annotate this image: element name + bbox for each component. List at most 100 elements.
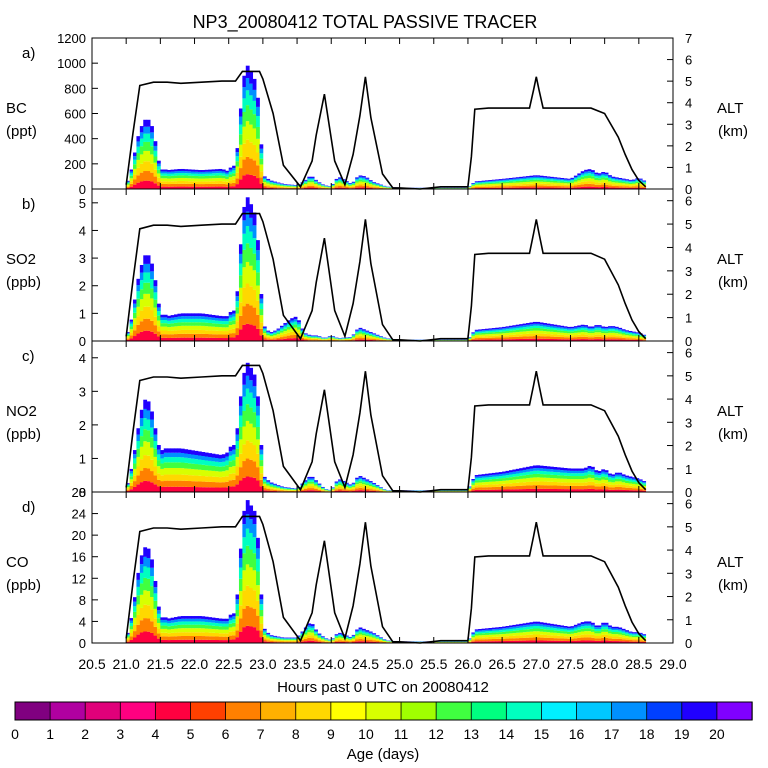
tracer-bar-segment	[266, 637, 271, 639]
tracer-bar-segment	[221, 321, 226, 325]
tracer-bar-segment	[221, 636, 226, 641]
y-tick-label: 600	[64, 107, 86, 122]
tracer-bar-segment	[297, 490, 301, 492]
tracer-bar-segment	[594, 339, 599, 341]
alt-tick-label: 7	[685, 31, 692, 46]
tracer-bar-segment	[334, 186, 339, 188]
tracer-bar-segment	[303, 333, 308, 335]
tracer-bar-segment	[481, 329, 486, 331]
tracer-bar-segment	[570, 329, 575, 332]
tracer-bar-segment	[314, 186, 318, 188]
tracer-bar-segment	[201, 170, 206, 172]
tracer-bar-segment	[485, 329, 489, 332]
tracer-bar-segment	[245, 420, 250, 441]
tracer-bar-segment	[567, 485, 571, 490]
tracer-bar-segment	[488, 489, 493, 492]
tracer-bar-segment	[314, 484, 318, 486]
tracer-bar-segment	[553, 475, 558, 479]
tracer-bar-segment	[266, 482, 271, 485]
tracer-bar-segment	[590, 622, 595, 625]
tracer-bar-segment	[625, 331, 629, 333]
tracer-bar-segment	[368, 336, 373, 338]
tracer-bar-segment	[139, 132, 144, 139]
tracer-bar-segment	[252, 627, 257, 643]
tracer-bar-segment	[160, 178, 165, 182]
tracer-bar-segment	[601, 479, 606, 483]
tracer-bar-segment	[259, 454, 264, 461]
tracer-bar-segment	[290, 187, 295, 189]
tracer-bar-segment	[560, 489, 565, 492]
tracer-bar-segment	[129, 476, 134, 480]
tracer-bar-segment	[625, 187, 629, 189]
tracer-bar-segment	[611, 335, 616, 338]
tracer-bar-segment	[245, 78, 250, 91]
tracer-bar-segment	[625, 181, 629, 183]
tracer-bar-segment	[256, 300, 260, 315]
tracer-bar-segment	[136, 434, 141, 441]
tracer-bar-segment	[580, 470, 585, 474]
tracer-bar-segment	[618, 180, 623, 182]
tracer-bar-segment	[532, 183, 537, 186]
tracer-bar-segment	[215, 173, 219, 176]
tracer-bar-segment	[560, 325, 565, 328]
tracer-bar-segment	[618, 329, 623, 331]
tracer-bar-segment	[259, 303, 264, 310]
tracer-bar-segment	[529, 183, 534, 186]
tracer-bar-segment	[478, 478, 483, 481]
tracer-bar-segment	[573, 337, 578, 340]
tracer-bar-segment	[597, 332, 602, 335]
tracer-bar-segment	[546, 329, 551, 332]
tracer-bar-segment	[498, 331, 503, 334]
tracer-bar-segment	[259, 153, 264, 159]
tracer-bar-segment	[563, 489, 568, 492]
tracer-bar-segment	[505, 638, 510, 641]
tracer-bar-segment	[536, 333, 541, 337]
tracer-bar-segment	[139, 426, 144, 437]
tracer-bar-segment	[355, 179, 359, 182]
tracer-bar-segment	[628, 338, 633, 340]
tracer-bar-segment	[502, 186, 506, 188]
tracer-bar-segment	[139, 280, 144, 290]
tracer-bar-segment	[279, 184, 284, 186]
tracer-bar-segment	[153, 587, 158, 594]
tracer-bar-segment	[262, 483, 267, 486]
tracer-bar-segment	[136, 624, 141, 635]
tracer-bar-segment	[269, 484, 274, 486]
tracer-bar-segment	[262, 331, 267, 334]
tracer-bar-segment	[467, 338, 472, 340]
tracer-bar-segment	[495, 484, 500, 487]
tracer-bar-segment	[317, 185, 322, 187]
tracer-bar-segment	[515, 339, 520, 341]
tracer-bar-segment	[546, 625, 551, 628]
tracer-bar-segment	[471, 183, 476, 185]
tracer-bar-segment	[621, 181, 626, 184]
tracer-bar-segment	[471, 488, 476, 491]
tracer-bar-segment	[266, 481, 271, 483]
tracer-bar-segment	[174, 183, 178, 187]
tracer-bar-segment	[577, 328, 582, 331]
tracer-bar-segment	[262, 337, 267, 340]
tracer-bar-segment	[136, 333, 141, 341]
tracer-bar-segment	[505, 627, 510, 630]
tracer-bar-segment	[252, 461, 257, 478]
tracer-bar-segment	[546, 468, 551, 472]
tracer-bar-segment	[290, 185, 295, 187]
tracer-bar-segment	[365, 641, 370, 643]
tracer-bar-segment	[491, 328, 496, 330]
tracer-bar-segment	[177, 316, 182, 320]
tracer-bar-segment	[471, 637, 476, 639]
tracer-bar-segment	[474, 182, 479, 183]
tracer-bar-segment	[522, 180, 527, 183]
tracer-bar-segment	[584, 489, 588, 492]
tracer-bar-segment	[584, 336, 588, 340]
tracer-bar-segment	[573, 626, 578, 629]
tracer-bar-segment	[269, 640, 274, 643]
tracer-bar-segment	[512, 184, 517, 187]
tracer-bar-segment	[491, 179, 496, 181]
tracer-bar-segment	[228, 631, 233, 636]
tracer-bar-segment	[197, 628, 202, 633]
tracer-bar-segment	[191, 469, 195, 476]
tracer-bar-segment	[594, 627, 599, 629]
tracer-bar-segment	[379, 639, 383, 640]
tracer-bar-segment	[570, 479, 575, 483]
